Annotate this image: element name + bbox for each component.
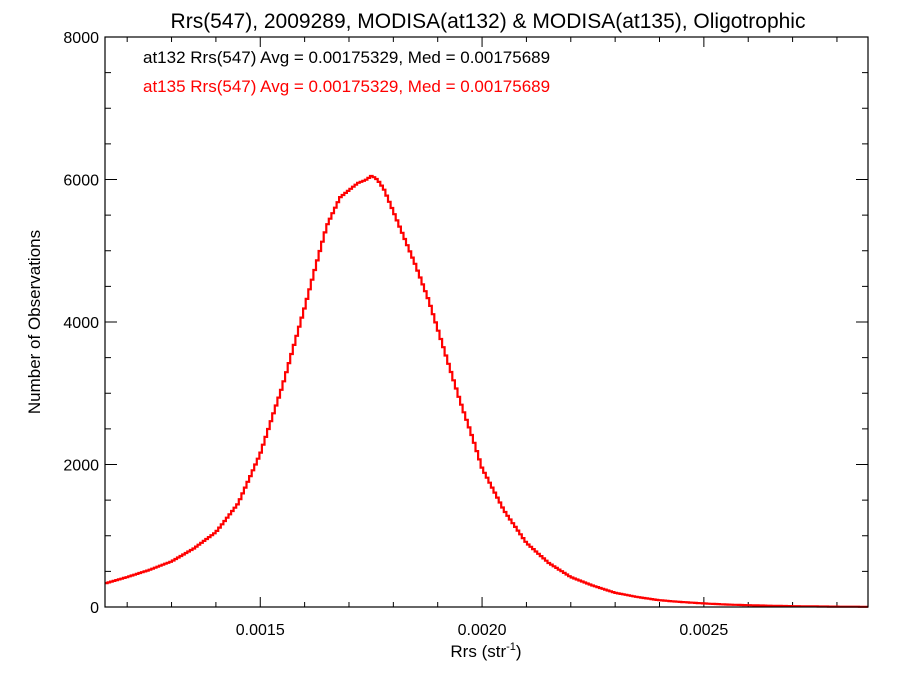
x-tick-label: 0.0015 [236, 622, 285, 639]
y-tick-label: 4000 [63, 315, 99, 332]
x-tick-label: 0.0020 [458, 622, 507, 639]
data-series [105, 174, 868, 608]
legend: at132 Rrs(547) Avg = 0.00175329, Med = 0… [143, 48, 550, 96]
legend-entry-at135: at135 Rrs(547) Avg = 0.00175329, Med = 0… [143, 77, 550, 96]
y-tick-label: 6000 [63, 173, 99, 190]
axis-tick-labels: 0.0015 0.0020 0.0025 0 2000 4000 6000 8000 [63, 30, 728, 639]
chart-title: Rrs(547), 2009289, MODISA(at132) & MODIS… [171, 10, 806, 33]
x-axis-label-text: Rrs (str [450, 642, 506, 661]
x-axis-label-superscript: -1 [506, 641, 516, 653]
y-tick-label: 2000 [63, 458, 99, 475]
axis-ticks [105, 36, 868, 608]
y-axis-label: Number of Observations [25, 230, 44, 414]
y-tick-label: 0 [90, 600, 99, 617]
y-tick-label: 8000 [63, 30, 99, 47]
legend-entry-at132: at132 Rrs(547) Avg = 0.00175329, Med = 0… [143, 48, 550, 67]
x-tick-label: 0.0025 [679, 622, 728, 639]
histogram-series-0 [105, 174, 868, 608]
plot-frame [104, 36, 869, 608]
x-axis-label: Rrs (str-1) [450, 641, 521, 661]
x-axis-label-close: ) [516, 642, 522, 661]
